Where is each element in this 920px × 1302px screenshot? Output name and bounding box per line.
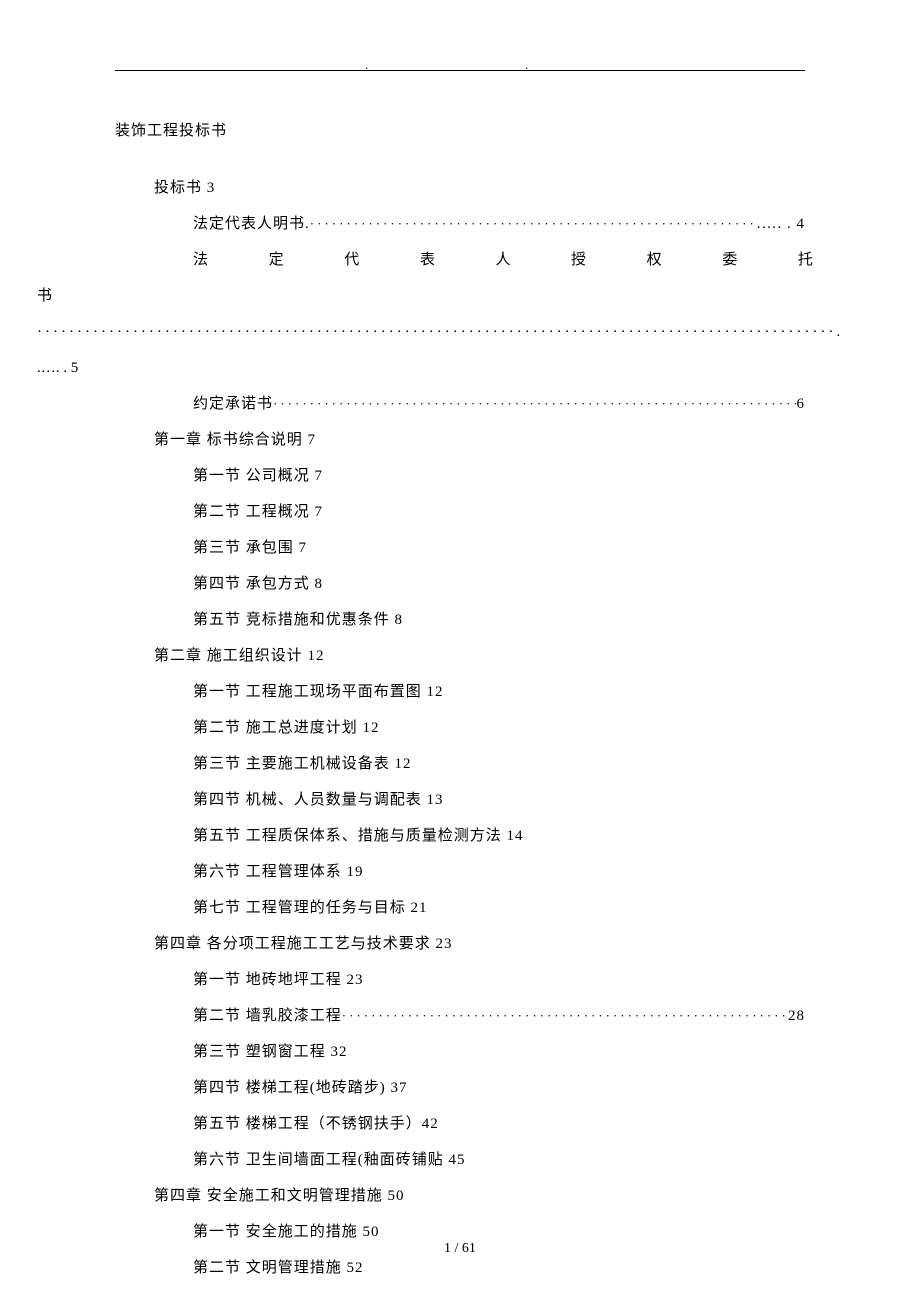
toc-page: 6 bbox=[797, 386, 806, 422]
toc-page: 28 bbox=[788, 998, 805, 1034]
toc-dots: ········································… bbox=[310, 208, 757, 239]
toc-item: 第二节 施工总进度计划 12 bbox=[115, 710, 805, 746]
toc-page: .…. . 4 bbox=[757, 206, 805, 242]
chapter-title: 第二章 施工组织设计 12 bbox=[115, 638, 805, 674]
toc-item: 第五节 工程质保体系、措施与质量检测方法 14 bbox=[115, 818, 805, 854]
toc-item-continuation: 书·······································… bbox=[37, 278, 805, 386]
toc-item: 第一节 地砖地坪工程 23 bbox=[115, 962, 805, 998]
toc-justified-chars: 法 定 代 表 人 授 权 委 托 bbox=[193, 242, 813, 278]
toc-dots: ········································… bbox=[342, 1000, 788, 1031]
toc-item: 第五节 楼梯工程（不锈钢扶手）42 bbox=[115, 1106, 805, 1142]
toc-item: 第六节 卫生间墙面工程(釉面砖铺贴 45 bbox=[115, 1142, 805, 1178]
page-content: 装饰工程投标书 投标书 3 法定代表人明书. ·················… bbox=[0, 0, 920, 1286]
toc-item: 第四节 机械、人员数量与调配表 13 bbox=[115, 782, 805, 818]
toc-text: 法定代表人明书. bbox=[193, 206, 310, 242]
toc-item: 第一节 工程施工现场平面布置图 12 bbox=[115, 674, 805, 710]
toc-item: 第六节 工程管理体系 19 bbox=[115, 854, 805, 890]
document-title: 装饰工程投标书 bbox=[115, 119, 805, 140]
toc-item: 第四节 楼梯工程(地砖踏步) 37 bbox=[115, 1070, 805, 1106]
toc-item: 法定代表人明书. ·······························… bbox=[115, 206, 805, 242]
toc-item: 第三节 塑钢窗工程 32 bbox=[115, 1034, 805, 1070]
chapter-title: 第四章 安全施工和文明管理措施 50 bbox=[115, 1178, 805, 1214]
toc-dots: ········································… bbox=[37, 324, 837, 340]
header-rule bbox=[115, 70, 805, 71]
chapter-title: 第一章 标书综合说明 7 bbox=[115, 422, 805, 458]
toc-text: 约定承诺书 bbox=[193, 386, 273, 422]
toc-item: 法 定 代 表 人 授 权 委 托 bbox=[115, 242, 805, 278]
toc-item: 第三节 主要施工机械设备表 12 bbox=[115, 746, 805, 782]
toc-item: 第四节 承包方式 8 bbox=[115, 566, 805, 602]
toc-item: 第一节 公司概况 7 bbox=[115, 458, 805, 494]
toc-item: 投标书 3 bbox=[115, 170, 805, 206]
toc-item: 第五节 竞标措施和优惠条件 8 bbox=[115, 602, 805, 638]
page-footer: 1 / 61 bbox=[0, 1241, 920, 1257]
toc-item: 约定承诺书 ··································… bbox=[115, 386, 805, 422]
toc-item: 第三节 承包围 7 bbox=[115, 530, 805, 566]
toc-item: 第二节 工程概况 7 bbox=[115, 494, 805, 530]
toc-cont-text: 书 bbox=[37, 288, 52, 304]
chapter-title: 第四章 各分项工程施工工艺与技术要求 23 bbox=[115, 926, 805, 962]
toc-text: 第二节 墙乳胶漆工程 bbox=[193, 998, 342, 1034]
toc-dots: ········································… bbox=[273, 388, 796, 419]
toc-item: 第二节 墙乳胶漆工程 ·····························… bbox=[115, 998, 805, 1034]
toc-item: 第七节 工程管理的任务与目标 21 bbox=[115, 890, 805, 926]
